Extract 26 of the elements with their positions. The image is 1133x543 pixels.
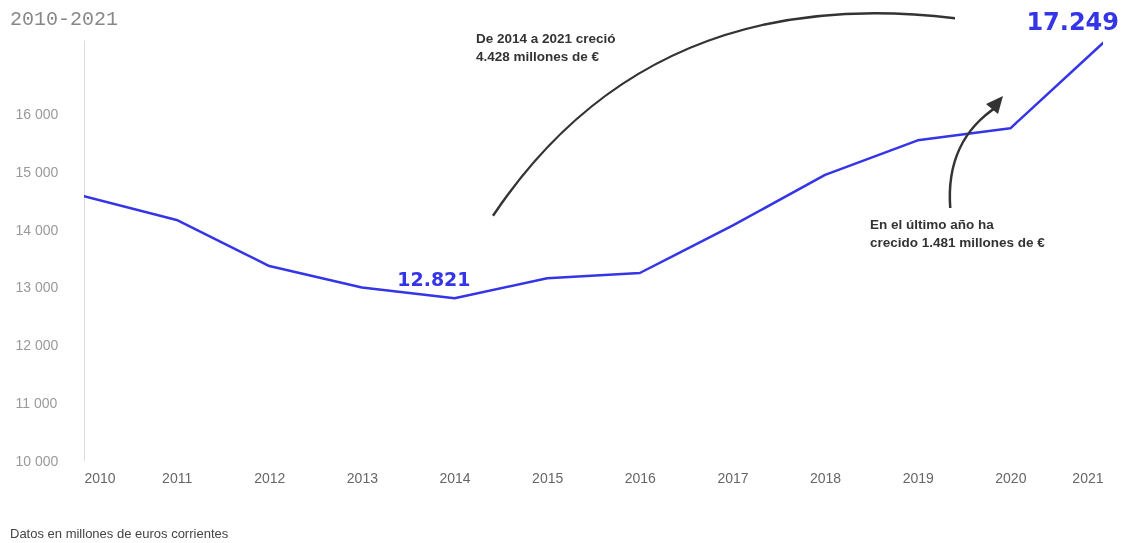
x-tick-label: 2018 [810, 469, 842, 486]
x-tick-label: 2021 [1072, 469, 1104, 486]
x-tick-label: 2016 [624, 469, 657, 486]
x-tick-label: 2013 [346, 469, 379, 486]
x-tick-label: 2012 [254, 469, 286, 486]
x-tick-label: 2014 [439, 469, 471, 486]
x-tick-label: 2010 [84, 469, 116, 486]
x-tick-label: 2019 [902, 469, 935, 486]
annotation: De 2014 a 2021 creció 4.428 millones de € [476, 30, 617, 66]
annotation: 12.821 [397, 268, 471, 291]
y-tick-label: 14 000 [15, 221, 59, 238]
text: Datos en millones de euros corrientes [10, 526, 229, 541]
line-series [84, 41, 1103, 300]
annotation: 17.249 [1026, 7, 1119, 36]
y-tick-label: 11 000 [15, 394, 58, 411]
annotation: En el último año ha crecido 1.481 millones de € [870, 216, 1045, 252]
chart-title: 2010-2021 [10, 8, 119, 31]
y-tick-label: 12 000 [15, 337, 59, 354]
x-tick-label: 2017 [717, 469, 749, 486]
y-tick-label: 10 000 [15, 452, 59, 469]
x-tick-label: 2015 [532, 469, 564, 486]
y-tick-label: 16 000 [15, 106, 59, 123]
y-tick-label: 15 000 [15, 164, 59, 181]
y-tick-label: 13 000 [15, 279, 59, 296]
x-tick-label: 2011 [162, 469, 193, 486]
x-tick-label: 2020 [995, 469, 1027, 486]
